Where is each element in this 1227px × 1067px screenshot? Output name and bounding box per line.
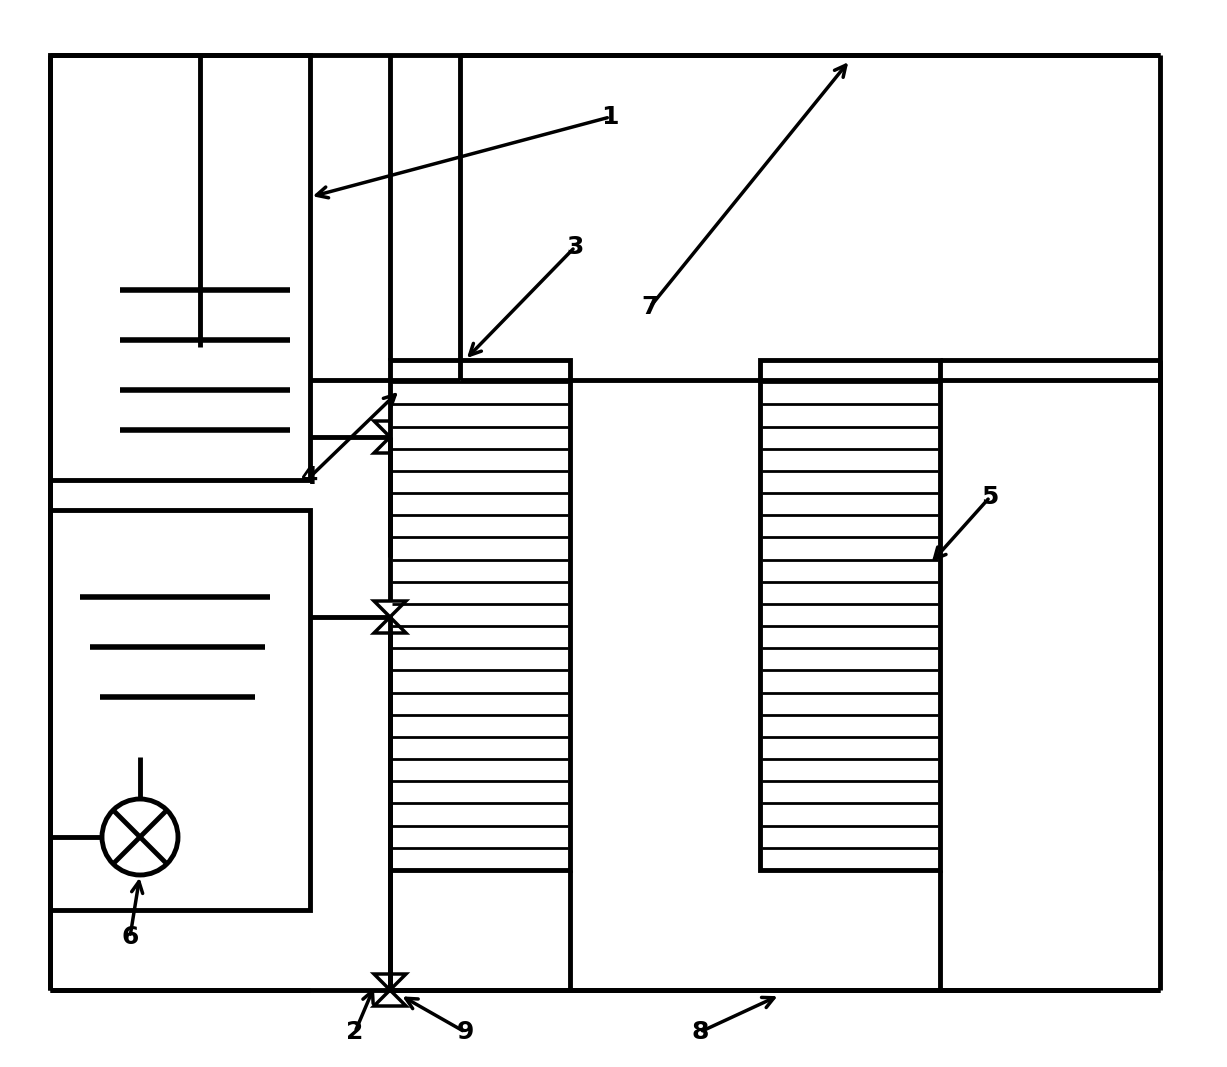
Bar	[760, 360, 940, 870]
Text: 6: 6	[121, 925, 139, 949]
Text: 9: 9	[456, 1020, 474, 1044]
Bar	[390, 360, 571, 870]
Polygon shape	[374, 421, 406, 437]
Text: 4: 4	[302, 465, 319, 489]
Text: 8: 8	[691, 1020, 709, 1044]
Bar	[50, 55, 310, 480]
Polygon shape	[374, 601, 406, 617]
Bar	[50, 510, 310, 910]
Polygon shape	[444, 364, 476, 380]
Polygon shape	[374, 437, 406, 453]
Text: 3: 3	[567, 235, 584, 259]
Circle shape	[102, 799, 178, 875]
Text: 1: 1	[601, 105, 618, 129]
Polygon shape	[374, 990, 406, 1006]
Text: 5: 5	[982, 485, 999, 509]
Polygon shape	[374, 617, 406, 633]
Text: 7: 7	[642, 294, 659, 319]
Text: 2: 2	[346, 1020, 363, 1044]
Polygon shape	[444, 380, 476, 396]
Polygon shape	[374, 974, 406, 990]
